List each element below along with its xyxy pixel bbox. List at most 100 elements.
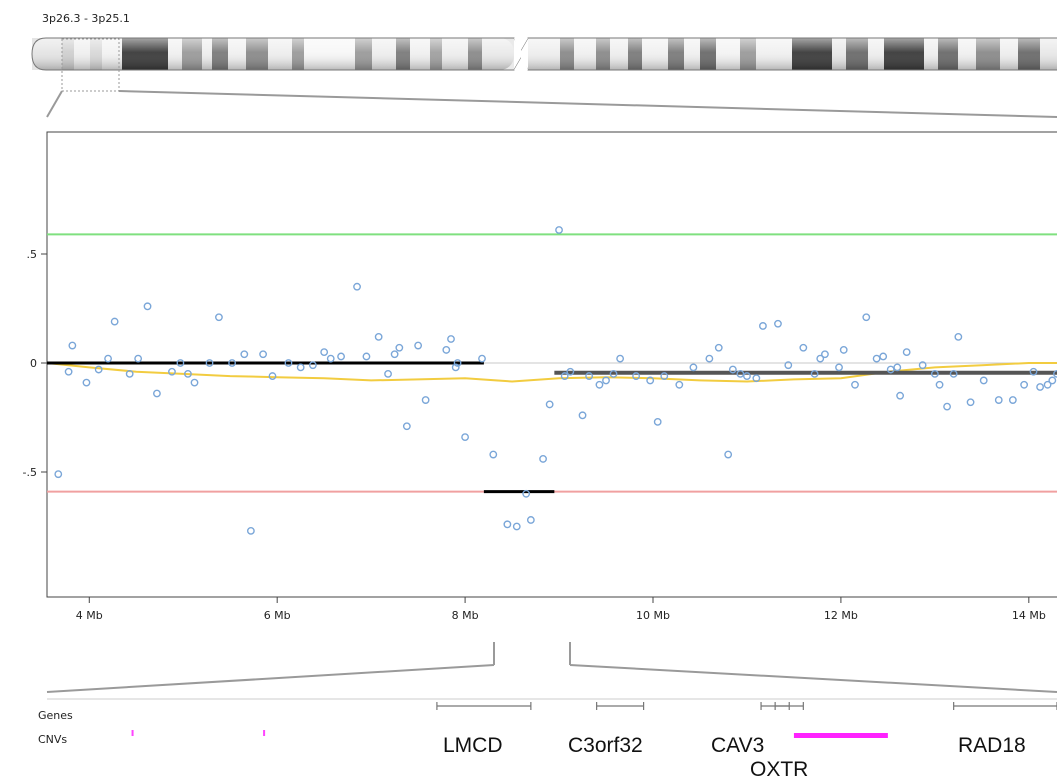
ideogram-selection-box[interactable] [61,38,120,92]
probe-point[interactable] [522,489,531,498]
probe-point[interactable] [774,319,782,328]
probe-point[interactable] [259,350,267,359]
probe-point[interactable] [134,354,143,363]
probe-point[interactable] [451,363,460,372]
cnv-bar-2[interactable] [793,733,888,738]
probe-point[interactable] [839,346,848,354]
gene-label-cav3[interactable]: CAV3 [711,734,764,757]
probe-point[interactable] [918,361,927,370]
probe-point[interactable] [609,369,618,378]
probe-point[interactable] [653,417,662,426]
probe-point[interactable] [296,363,305,372]
probe-point[interactable] [646,376,655,385]
probe-point[interactable] [555,226,563,234]
probe-point[interactable] [689,363,698,372]
probe-point[interactable] [478,354,486,363]
probe-point[interactable] [879,352,888,361]
probe-point[interactable] [240,350,249,359]
probe-point[interactable] [714,343,723,352]
probe-point[interactable] [930,369,939,378]
probe-point[interactable] [68,341,77,350]
probe-point[interactable] [893,363,902,372]
probe-point[interactable] [228,359,236,367]
probe-point[interactable] [539,455,547,463]
probe-point[interactable] [215,313,223,322]
probe-point[interactable] [810,369,819,378]
probe-point[interactable] [759,322,767,330]
probe-point[interactable] [337,352,345,361]
probe-point[interactable] [390,350,399,359]
probe-point[interactable] [902,348,911,356]
probe-point[interactable] [835,363,843,372]
gene-label-c3orf32[interactable]: C3orf32 [568,734,643,757]
probe-point[interactable] [168,367,176,376]
probe-point[interactable] [94,365,103,374]
probe-point[interactable] [886,365,895,374]
probe-point[interactable] [184,369,192,378]
cnv-bar-0[interactable] [131,730,134,736]
probe-point[interactable] [268,372,277,380]
probe-point[interactable] [447,335,455,343]
probe-point[interactable] [308,361,317,370]
probe-point[interactable] [994,396,1003,404]
probe-point[interactable] [503,520,512,529]
probe-point[interactable] [1036,383,1044,391]
probe-point[interactable] [395,343,404,352]
probe-point[interactable] [374,332,383,341]
probe-point[interactable] [966,398,975,407]
probe-point[interactable] [190,378,199,387]
probe-point[interactable] [153,389,161,398]
probe-point[interactable] [784,361,793,370]
probe-point[interactable] [1008,396,1017,404]
probe-point[interactable] [246,526,255,535]
probe-point[interactable] [353,282,361,291]
probe-point[interactable] [362,352,371,361]
probe-point[interactable] [851,380,859,389]
probe-point[interactable] [526,516,535,524]
probe-point[interactable] [752,374,761,383]
probe-point[interactable] [560,372,569,380]
probe-point[interactable] [616,354,625,363]
probe-point[interactable] [943,402,951,411]
probe-point[interactable] [816,354,825,363]
probe-point[interactable] [736,369,745,378]
gene-label-rad18[interactable]: RAD18 [958,734,1026,757]
probe-point[interactable] [949,369,958,378]
probe-point[interactable] [954,332,963,341]
probe-point[interactable] [1043,380,1052,389]
probe-point[interactable] [284,359,293,367]
probe-point[interactable] [442,346,451,354]
probe-point[interactable] [675,380,684,389]
probe-point[interactable] [125,369,134,378]
probe-point[interactable] [632,372,640,380]
probe-point[interactable] [453,359,462,367]
probe-point[interactable] [421,396,430,404]
probe-point[interactable] [660,372,669,380]
cnv-bar-1[interactable] [263,730,266,736]
probe-point[interactable] [705,354,714,363]
probe-point[interactable] [82,378,91,387]
probe-point[interactable] [872,354,881,363]
gene-label-oxtr[interactable]: OXTR [750,758,808,781]
probe-point[interactable] [104,354,112,363]
probe-point[interactable] [979,376,988,385]
probe-point[interactable] [602,376,610,385]
probe-point[interactable] [578,411,587,420]
probe-point[interactable] [821,350,829,359]
probe-point[interactable] [205,359,214,367]
probe-point[interactable] [935,380,944,389]
probe-point[interactable] [1020,380,1029,389]
probe-point[interactable] [595,380,604,389]
probe-point[interactable] [320,348,329,356]
probe-point[interactable] [414,341,423,350]
probe-point[interactable] [489,450,498,459]
probe-point[interactable] [1053,370,1057,378]
probe-point[interactable] [585,372,594,380]
probe-point[interactable] [143,302,152,311]
chromosome-ideogram[interactable] [31,37,1057,71]
probe-point[interactable] [1048,376,1057,385]
probe-point[interactable] [799,343,808,352]
probe-point[interactable] [64,367,73,376]
probe-point[interactable] [461,433,469,442]
probe-point[interactable] [1029,367,1038,376]
